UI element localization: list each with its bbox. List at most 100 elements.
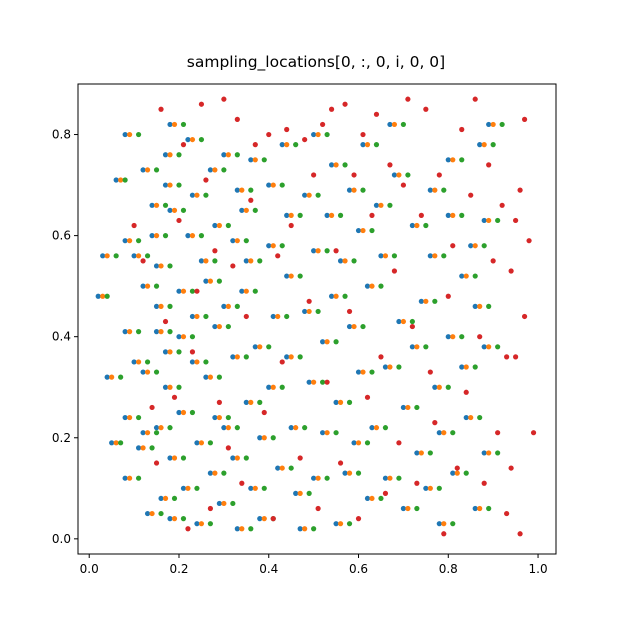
point-3-89 <box>530 430 537 436</box>
series-1 <box>100 121 496 532</box>
point-1-138 <box>486 450 492 456</box>
point-1-116 <box>414 344 420 350</box>
point-2-105 <box>382 425 389 431</box>
point-3-29 <box>279 359 285 365</box>
point-0-14 <box>140 283 146 289</box>
point-2-135 <box>490 142 496 148</box>
point-2-28 <box>176 384 182 390</box>
point-0-35 <box>176 409 182 416</box>
point-0-0 <box>95 293 101 299</box>
point-1-29 <box>171 121 178 128</box>
point-0-81 <box>297 526 303 532</box>
point-1-100 <box>360 227 366 234</box>
point-3-65 <box>445 293 451 299</box>
point-1-90 <box>328 212 335 218</box>
point-2-25 <box>176 152 182 158</box>
point-1-80 <box>297 490 303 496</box>
point-0-119 <box>423 485 429 491</box>
point-0-94 <box>333 521 339 527</box>
point-1-137 <box>486 344 492 350</box>
point-3-3 <box>153 460 160 466</box>
point-2-27 <box>176 349 182 355</box>
point-2-13 <box>153 167 160 173</box>
point-1-50 <box>216 323 222 330</box>
point-2-121 <box>441 253 447 259</box>
point-1-60 <box>239 526 245 532</box>
point-3-27 <box>270 516 276 522</box>
point-1-117 <box>418 450 424 456</box>
point-0-16 <box>140 430 146 436</box>
point-2-6 <box>135 238 142 244</box>
point-1-53 <box>225 152 231 158</box>
point-3-51 <box>382 490 389 496</box>
point-3-81 <box>508 465 514 471</box>
point-1-48 <box>212 470 218 476</box>
point-2-131 <box>477 414 483 421</box>
point-0-118 <box>418 298 424 304</box>
point-0-124 <box>436 521 442 527</box>
point-2-38 <box>198 233 205 239</box>
point-0-82 <box>302 192 308 198</box>
point-3-57 <box>409 323 415 330</box>
point-0-26 <box>162 182 169 188</box>
point-3-8 <box>180 142 187 148</box>
point-1-84 <box>311 379 317 385</box>
point-1-79 <box>293 425 299 431</box>
point-1-2 <box>109 374 115 380</box>
point-1-34 <box>180 334 187 340</box>
point-1-108 <box>387 364 393 370</box>
point-0-18 <box>149 202 155 208</box>
point-1-122 <box>436 384 442 390</box>
point-2-133 <box>486 303 492 309</box>
point-2-75 <box>293 142 299 148</box>
point-1-96 <box>346 470 353 476</box>
point-3-12 <box>198 101 205 107</box>
point-3-30 <box>284 126 290 133</box>
chart-title: sampling_locations[0, :, 0, i, 0, 0] <box>187 53 445 72</box>
point-0-101 <box>355 369 362 375</box>
point-1-63 <box>248 258 254 264</box>
point-0-61 <box>239 207 245 213</box>
point-0-37 <box>185 136 191 143</box>
point-2-14 <box>153 283 160 289</box>
point-2-115 <box>423 222 429 229</box>
point-1-74 <box>279 465 285 471</box>
point-0-6 <box>122 238 128 244</box>
point-2-43 <box>207 521 213 527</box>
point-3-76 <box>495 430 501 436</box>
point-2-125 <box>459 157 465 163</box>
point-2-123 <box>450 430 456 436</box>
point-2-60 <box>248 526 254 532</box>
point-0-41 <box>189 359 196 365</box>
point-0-43 <box>194 521 200 527</box>
point-2-40 <box>203 313 209 320</box>
point-0-27 <box>162 349 169 355</box>
point-3-35 <box>311 172 317 178</box>
point-0-12 <box>135 445 142 451</box>
point-1-118 <box>423 298 429 304</box>
point-1-19 <box>153 233 160 239</box>
point-2-56 <box>243 238 249 244</box>
point-0-105 <box>369 425 375 431</box>
point-0-57 <box>230 354 236 360</box>
point-2-37 <box>198 136 205 143</box>
point-2-2 <box>118 374 124 380</box>
point-3-56 <box>405 96 411 102</box>
point-2-103 <box>378 283 384 289</box>
point-2-111 <box>405 172 411 178</box>
point-0-51 <box>212 414 218 421</box>
point-0-1 <box>100 253 106 259</box>
point-2-29 <box>180 121 187 128</box>
point-3-79 <box>504 510 510 517</box>
point-0-113 <box>400 404 406 411</box>
point-2-34 <box>189 334 196 340</box>
points-layer <box>95 96 537 537</box>
point-0-72 <box>266 384 272 390</box>
point-0-80 <box>293 490 299 496</box>
point-1-12 <box>140 445 146 451</box>
point-1-110 <box>391 121 398 128</box>
point-2-67 <box>266 344 272 350</box>
point-2-138 <box>495 450 501 456</box>
point-2-74 <box>288 465 294 471</box>
point-1-105 <box>373 425 380 431</box>
